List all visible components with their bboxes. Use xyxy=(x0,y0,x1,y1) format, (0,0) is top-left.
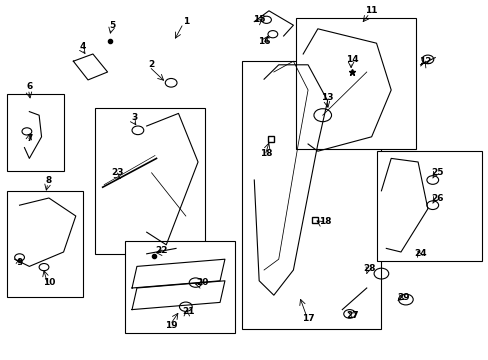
Text: 25: 25 xyxy=(430,168,443,177)
Text: 18: 18 xyxy=(260,149,272,158)
Text: 12: 12 xyxy=(418,57,431,66)
Text: 2: 2 xyxy=(148,60,154,69)
Bar xyxy=(7,94,63,171)
Text: 10: 10 xyxy=(42,278,55,287)
Text: 19: 19 xyxy=(164,321,177,330)
Bar xyxy=(124,241,234,333)
Text: 20: 20 xyxy=(196,278,209,287)
Text: 28: 28 xyxy=(362,264,375,273)
Text: 16: 16 xyxy=(257,37,270,46)
Bar xyxy=(376,151,481,261)
Text: 14: 14 xyxy=(345,55,358,64)
Text: 26: 26 xyxy=(430,194,443,202)
Text: 18: 18 xyxy=(318,217,331,226)
Text: 5: 5 xyxy=(109,21,115,30)
Text: 24: 24 xyxy=(413,249,426,258)
Bar xyxy=(295,18,415,149)
Text: 13: 13 xyxy=(321,93,333,102)
Text: 15: 15 xyxy=(252,15,265,24)
Text: 17: 17 xyxy=(301,314,314,323)
Text: 7: 7 xyxy=(26,134,33,143)
Text: 21: 21 xyxy=(182,307,194,316)
Text: 6: 6 xyxy=(26,82,32,91)
Bar xyxy=(242,61,381,329)
Text: 8: 8 xyxy=(46,176,52,185)
Text: 3: 3 xyxy=(131,112,137,122)
Text: 9: 9 xyxy=(16,258,23,267)
Text: 23: 23 xyxy=(111,168,123,177)
Text: 22: 22 xyxy=(155,246,167,255)
Text: 1: 1 xyxy=(183,17,188,26)
Text: 29: 29 xyxy=(396,292,409,302)
Text: 4: 4 xyxy=(80,42,86,51)
Bar xyxy=(7,191,83,297)
Bar xyxy=(95,108,205,254)
Text: 27: 27 xyxy=(345,310,358,320)
Text: 11: 11 xyxy=(365,6,377,15)
